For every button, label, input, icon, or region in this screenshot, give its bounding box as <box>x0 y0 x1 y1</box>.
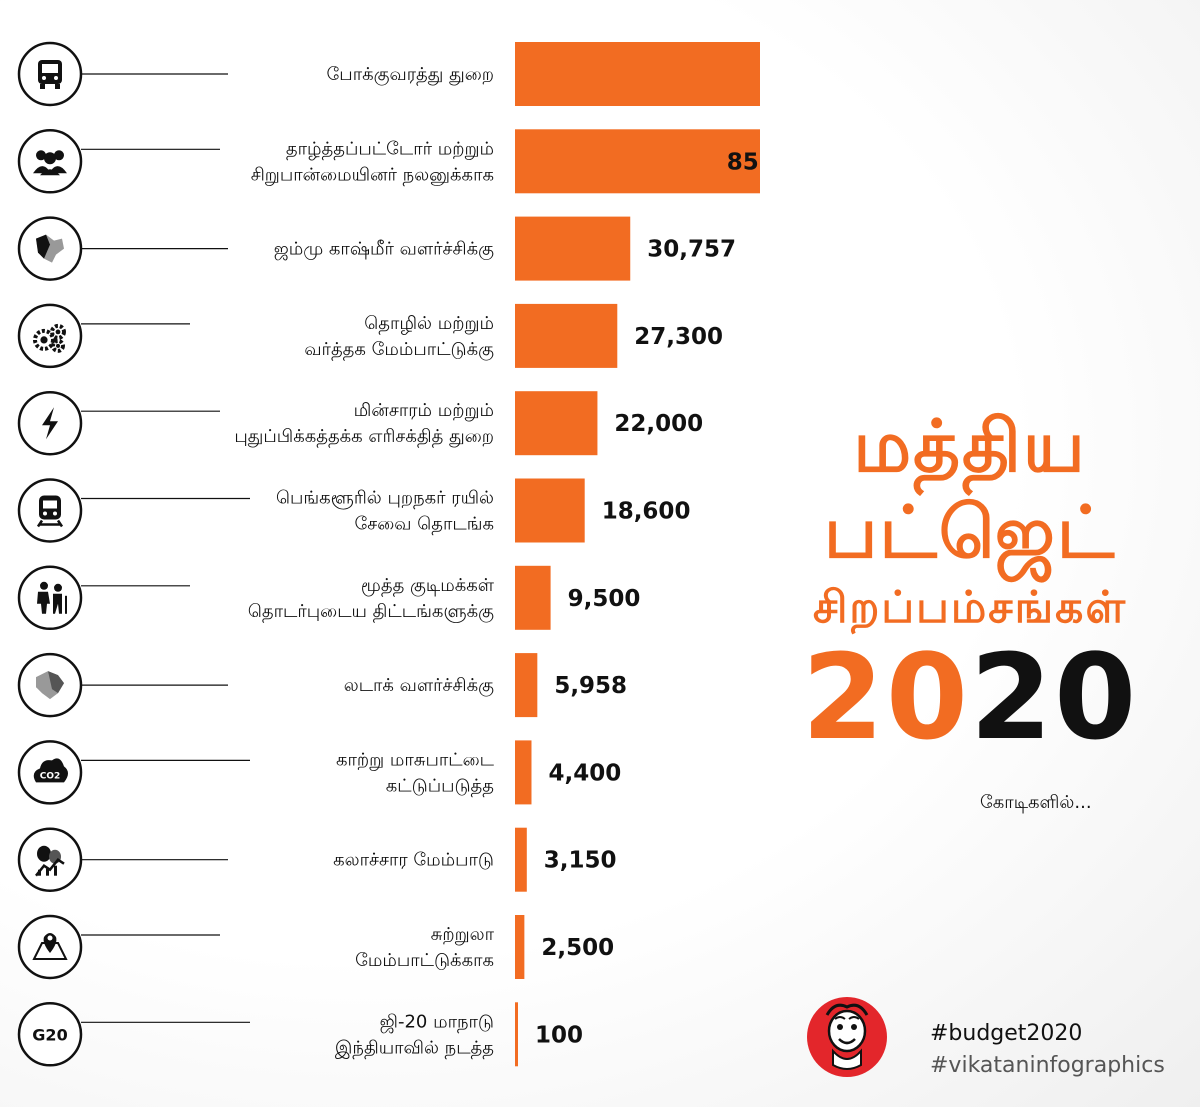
bar <box>515 915 525 979</box>
chart-row: G20 ஜி-20 மாநாடு இந்தியாவில் நடத்த 100 <box>17 1002 583 1067</box>
bar <box>515 827 527 892</box>
bar-chart: போக்குவரத்து துறை1,70,000 தாழ்த்தப்பட்டோர… <box>17 41 760 1067</box>
chart-row: லடாக் வளர்ச்சிக்கு 5,958 <box>17 652 627 718</box>
category-label: தொழில் மற்றும் <box>364 313 494 335</box>
chart-row: சுற்றுலா மேம்பாட்டுக்காக 2,500 <box>17 914 614 980</box>
category-label: மூத்த குடிமக்கள் <box>361 575 495 597</box>
chart-row: போக்குவரத்து துறை1,70,000 <box>17 41 760 107</box>
value-label: 4,400 <box>548 760 621 786</box>
category-label: இந்தியாவில் நடத்த <box>335 1037 494 1059</box>
category-label: மேம்பாட்டுக்காக <box>355 950 494 971</box>
value-label: 2,500 <box>541 935 614 961</box>
bar <box>515 42 760 106</box>
chart-row: பெங்களூரில் புறநகர் ரயில் சேவை தொடங்க 18,6… <box>17 478 691 543</box>
gears-icon <box>17 303 83 369</box>
category-label: வர்த்தக மேம்பாட்டுக்கு <box>304 339 494 361</box>
co2-cloud-icon: CO2 <box>17 740 83 805</box>
hashtag-budget: #budget2020 <box>930 1021 1083 1046</box>
category-label: மின்சாரம் மற்றும் <box>354 400 494 421</box>
category-label: புதுப்பிக்கத்தக்க எரிசக்தித் துறை <box>234 426 494 448</box>
category-label: சேவை தொடங்க <box>355 514 494 536</box>
value-label: 9,500 <box>568 586 641 612</box>
chart-row: கலாச்சார மேம்பாடு 3,150 <box>17 827 617 892</box>
category-label: கட்டுப்படுத்த <box>386 775 494 797</box>
value-label: 5,958 <box>554 673 627 699</box>
value-label: 30,757 <box>647 237 736 263</box>
hashtag-vikatan: #vikataninfographics <box>930 1053 1165 1078</box>
category-label: ஜி-20 மாநாடு <box>380 1011 494 1033</box>
category-label: தொடர்புடைய திட்டங்களுக்கு <box>248 601 494 623</box>
category-label: காற்று மாசுபாட்டை <box>336 749 495 770</box>
elderly-couple-icon <box>17 565 83 631</box>
bar <box>515 303 618 368</box>
category-label: கலாச்சார மேம்பாடு <box>333 850 494 871</box>
value-label: 22,000 <box>614 411 703 437</box>
chart-row: தொழில் மற்றும் வர்த்தக மேம்பாட்டுக்கு 27,3… <box>17 303 723 369</box>
bar <box>515 1002 518 1067</box>
bar <box>515 216 631 281</box>
category-label: லடாக் வளர்ச்சிக்கு <box>344 675 494 697</box>
people-group-icon <box>17 129 83 194</box>
svg-text:G20: G20 <box>32 1025 67 1044</box>
svg-text:CO2: CO2 <box>40 771 61 781</box>
infographic-title: மத்திய பட்ஜெட் சிறப்பம்சங்கள் 2020 <box>790 410 1150 756</box>
g20-icon: G20 <box>17 1002 83 1067</box>
category-label: தாழ்த்தப்பட்டோர் மற்றும் <box>286 138 494 160</box>
bar <box>515 391 598 456</box>
chart-row: தாழ்த்தப்பட்டோர் மற்றும் சிறுபான்மையினர் … <box>17 129 760 194</box>
jammu-kashmir-map-icon <box>17 216 83 281</box>
category-label: சிறுபான்மையினர் நலனுக்காக <box>251 164 494 186</box>
theatre-masks-icon <box>17 827 83 892</box>
year-part-orange: 20 <box>801 628 970 766</box>
title-line-1: மத்திய <box>853 404 1087 488</box>
year-part-black: 20 <box>970 628 1139 766</box>
lightning-icon <box>17 390 83 456</box>
hashtags: #budget2020 #vikataninfographics <box>930 1018 1165 1082</box>
bar <box>515 653 538 718</box>
value-label: 18,600 <box>602 499 691 525</box>
chart-row: ஜம்மு காஷ்மீர் வளர்ச்சிக்கு 30,757 <box>17 216 736 281</box>
value-label: 100 <box>535 1022 583 1048</box>
category-label: சுற்றுலா <box>431 924 495 945</box>
bar <box>515 565 551 630</box>
chart-row: மின்சாரம் மற்றும் புதுப்பிக்கத்தக்க எரிசக… <box>17 390 703 456</box>
value-label: 27,300 <box>634 324 723 350</box>
bar <box>515 129 760 194</box>
unit-note: கோடிகளில்... <box>980 792 1092 813</box>
train-icon <box>17 478 83 543</box>
bus-icon <box>17 41 83 107</box>
ladakh-map-icon <box>17 652 83 718</box>
bar <box>515 740 532 805</box>
category-label: போக்குவரத்து துறை <box>327 64 494 86</box>
chart-row: CO2 காற்று மாசுபாட்டை கட்டுப்படுத்த 4,400 <box>17 740 621 805</box>
value-label: 85,000 <box>727 149 760 175</box>
map-pin-icon <box>17 914 83 980</box>
title-line-2: பட்ஜெட் <box>823 490 1117 574</box>
title-line-3: சிறப்பம்சங்கள் <box>812 582 1128 633</box>
title-year: 2020 <box>790 638 1150 756</box>
category-label: பெங்களூரில் புறநகர் ரயில் <box>276 488 494 510</box>
value-label: 3,150 <box>544 848 617 874</box>
bar <box>515 478 585 543</box>
category-label: ஜம்மு காஷ்மீர் வளர்ச்சிக்கு <box>274 239 494 261</box>
vikatan-mascot-logo <box>807 997 887 1077</box>
chart-row: மூத்த குடிமக்கள் தொடர்புடைய திட்டங்களுக்க… <box>17 565 641 631</box>
